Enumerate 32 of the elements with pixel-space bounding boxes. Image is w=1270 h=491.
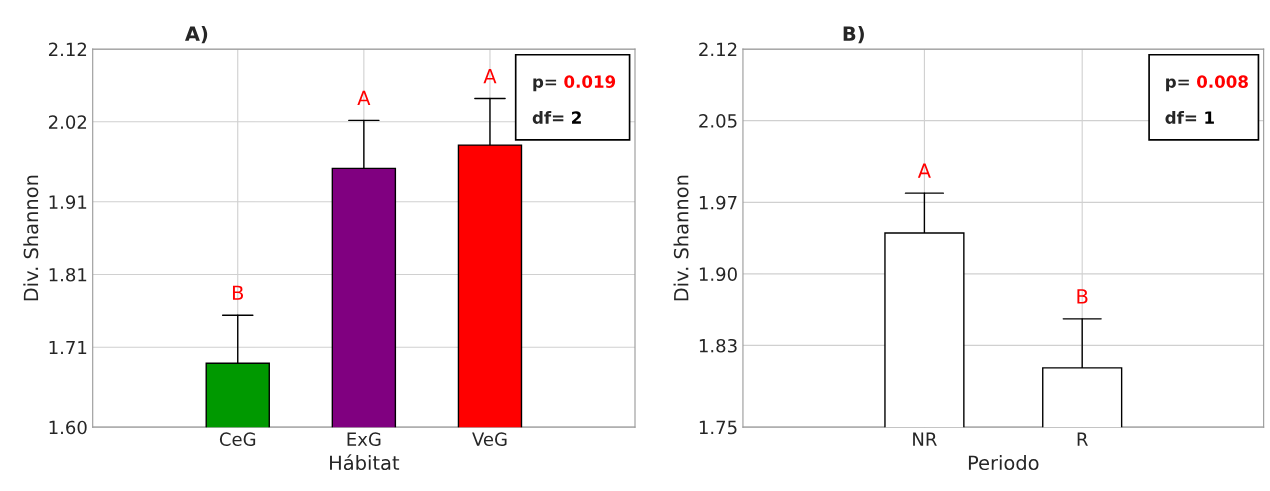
- y-tick-label: 2.05: [699, 114, 737, 128]
- annotation: B: [1077, 289, 1088, 304]
- x-tick-label: R: [1077, 432, 1088, 446]
- annotation: A: [357, 90, 371, 105]
- annotation: A: [483, 68, 497, 84]
- y-tick-label: 2.12: [699, 42, 737, 56]
- annotation: df= 2: [532, 110, 581, 124]
- x-tick-label: CeG: [219, 432, 256, 447]
- annotation: df= 1: [1165, 110, 1214, 124]
- annotation: p= 0.019: [533, 75, 616, 92]
- y-tick-label: 1.97: [699, 195, 737, 210]
- y-axis-title: Div. Shannon: [673, 175, 689, 301]
- x-axis-title: Hábitat: [330, 454, 400, 471]
- chart-title: B): [843, 26, 864, 44]
- annotation: A: [917, 163, 931, 178]
- annotation: p= 0.008: [1166, 75, 1248, 92]
- y-tick-label: 1.91: [49, 195, 87, 209]
- chart-title: A): [184, 26, 208, 44]
- x-tick-label: VeG: [472, 432, 507, 447]
- y-tick-label: 2.12: [48, 42, 87, 56]
- x-axis-title: Periodo: [968, 455, 1039, 471]
- y-tick-label: 1.75: [699, 420, 737, 435]
- y-tick-label: 1.90: [699, 267, 737, 282]
- y-tick-label: 1.60: [49, 420, 87, 435]
- y-tick-label: 1.71: [49, 340, 87, 355]
- x-tick-label: NR: [913, 432, 937, 446]
- annotation: B: [232, 285, 244, 300]
- y-tick-label: 1.81: [49, 267, 87, 282]
- y-axis-title: Div. Shannon: [23, 175, 39, 301]
- y-tick-label: 1.83: [699, 338, 737, 353]
- y-tick-label: 2.02: [48, 115, 87, 129]
- x-tick-label: ExG: [347, 432, 381, 447]
